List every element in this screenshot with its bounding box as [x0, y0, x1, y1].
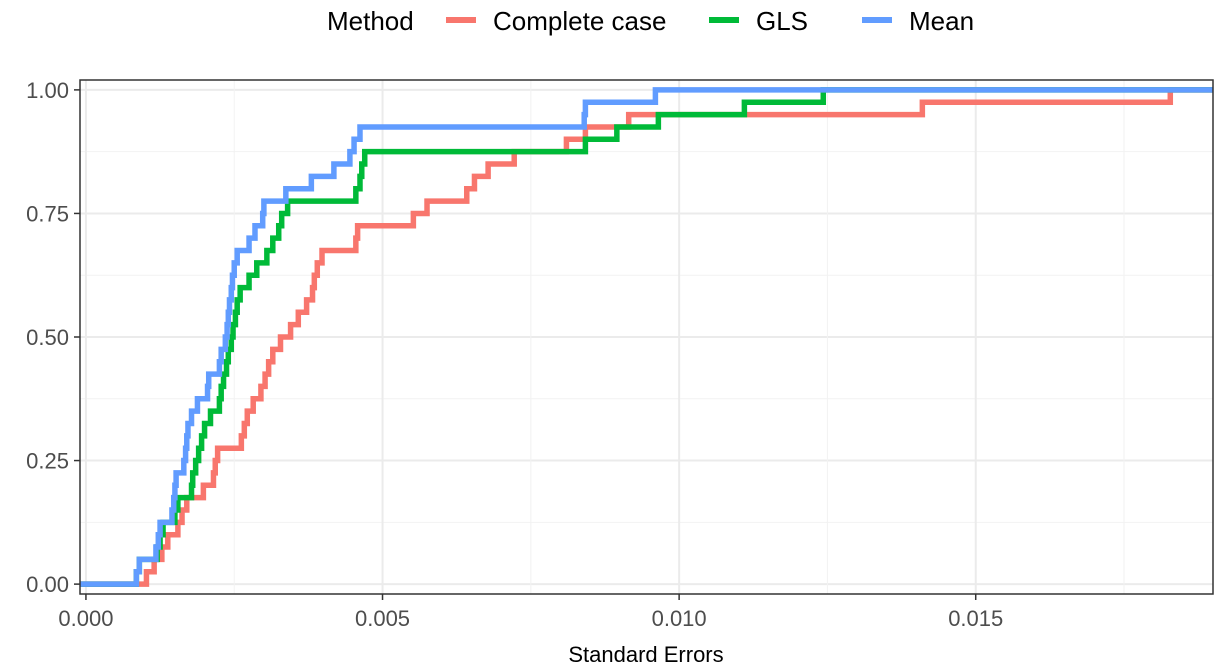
series-line-gls [80, 87, 1213, 587]
series-line-mean [80, 87, 1213, 587]
series-line-complete-case [80, 87, 1213, 587]
x-axis-label: Standard Errors [568, 642, 723, 667]
legend: Method Complete case GLS Mean [327, 6, 974, 36]
y-tick-label: 0.75 [26, 201, 69, 226]
x-tick-label: 0.010 [652, 606, 707, 631]
y-tick-label: 0.00 [26, 572, 69, 597]
x-tick-label: 0.015 [948, 606, 1003, 631]
legend-title: Method [327, 6, 414, 36]
y-axis: 0.00 0.25 0.50 0.75 1.00 [26, 78, 80, 597]
x-tick-label: 0.000 [58, 606, 113, 631]
x-axis: 0.000 0.005 0.010 0.015 [58, 594, 1003, 631]
y-tick-label: 1.00 [26, 78, 69, 103]
x-tick-label: 0.005 [355, 606, 410, 631]
grid [80, 80, 1213, 594]
legend-label: Complete case [493, 6, 666, 36]
y-tick-label: 0.25 [26, 449, 69, 474]
series-layer [80, 87, 1213, 587]
legend-label: GLS [756, 6, 808, 36]
legend-label: Mean [909, 6, 974, 36]
y-tick-label: 0.50 [26, 325, 69, 350]
